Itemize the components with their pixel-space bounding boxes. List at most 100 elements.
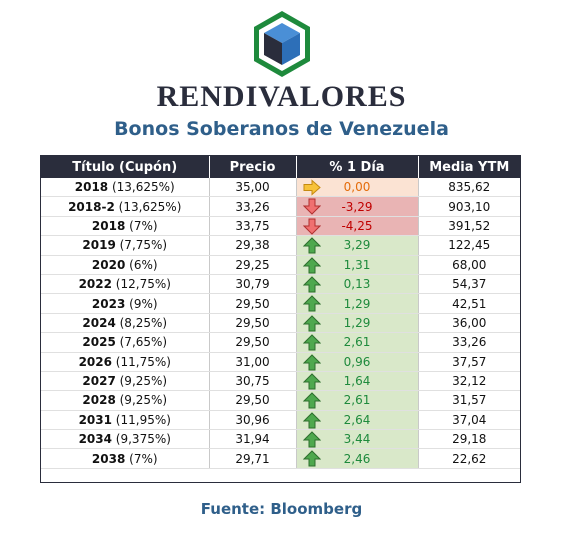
change-value: 0,00	[343, 180, 371, 195]
bond-title-cell: 2031 (11,95%)	[41, 410, 210, 431]
change-cell: 2,61	[296, 332, 419, 353]
bond-coupon: (9,25%)	[119, 393, 168, 408]
change-value: 2,61	[343, 335, 371, 350]
change-value: -4,25	[341, 218, 373, 233]
bond-year: 2019	[82, 238, 116, 253]
arrow-up-icon	[302, 295, 321, 312]
table-row: 2018-2 (13,625%) 33,26 -3,29 903,10	[41, 196, 520, 217]
ytm-cell: 903,10	[418, 196, 520, 217]
bond-title-cell: 2018 (13,625%)	[41, 178, 210, 198]
change-cell: 3,44	[296, 429, 419, 450]
bond-title-cell: 2018 (7%)	[41, 216, 210, 237]
table-row: 2026 (11,75%) 31,00 0,96 37,57	[41, 352, 520, 372]
change-cell: 2,46	[296, 448, 419, 469]
ytm-cell: 122,45	[418, 235, 520, 256]
arrow-up-icon	[302, 431, 321, 448]
ytm-cell: 33,26	[418, 332, 520, 353]
header-title: Título (Cupón)	[41, 156, 210, 178]
bond-coupon: (13,625%)	[118, 199, 182, 214]
arrow-up-icon	[302, 237, 321, 254]
bond-year: 2024	[82, 315, 116, 330]
bond-title-cell: 2018-2 (13,625%)	[41, 196, 210, 217]
change-cell: -3,29	[296, 196, 419, 217]
arrow-up-icon	[302, 256, 321, 274]
table-row: 2031 (11,95%) 30,96 2,64 37,04	[41, 410, 520, 431]
change-value: 2,46	[343, 451, 371, 466]
bond-title-cell: 2020 (6%)	[41, 255, 210, 275]
change-value: 1,29	[343, 315, 371, 330]
ytm-cell: 68,00	[418, 255, 520, 275]
brand-name: RENDIVALORES	[156, 80, 407, 113]
bond-coupon: (9,25%)	[119, 374, 168, 389]
price-cell: 33,75	[209, 216, 297, 237]
ytm-cell: 37,04	[418, 410, 520, 431]
bonds-table: Título (Cupón) Precio % 1 Día Media YTM …	[41, 156, 520, 469]
ytm-cell: 42,51	[418, 293, 520, 314]
table-row: 2027 (9,25%) 30,75 1,64 32,12	[41, 371, 520, 392]
table-row: 2023 (9%) 29,50 1,29 42,51	[41, 293, 520, 314]
bond-title-cell: 2025 (7,65%)	[41, 332, 210, 353]
price-cell: 29,50	[209, 332, 297, 353]
bond-year: 2022	[78, 277, 112, 292]
bond-year: 2018-2	[68, 199, 115, 214]
bonds-table-frame	[40, 155, 521, 483]
ytm-cell: 32,12	[418, 371, 520, 392]
ytm-cell: 37,57	[418, 352, 520, 372]
bond-year: 2034	[78, 432, 112, 447]
bond-title-cell: 2023 (9%)	[41, 293, 210, 314]
arrow-up-icon	[302, 276, 321, 293]
price-cell: 35,00	[209, 178, 297, 198]
bond-coupon: (7,65%)	[119, 335, 168, 350]
bond-title-cell: 2022 (12,75%)	[41, 274, 210, 295]
change-value: 3,29	[343, 238, 371, 253]
page-title: Bonos Soberanos de Venezuela	[114, 118, 449, 140]
table-row: 2025 (7,65%) 29,50 2,61 33,26	[41, 332, 520, 353]
bond-year: 2027	[82, 374, 116, 389]
change-value: 0,96	[343, 354, 371, 369]
bond-coupon: (7%)	[129, 451, 158, 466]
table-row: 2020 (6%) 29,25 1,31 68,00	[41, 255, 520, 275]
table-row: 2018 (13,625%) 35,00 0,00 835,62	[41, 178, 520, 198]
bond-coupon: (9%)	[129, 296, 158, 311]
bond-title-cell: 2024 (8,25%)	[41, 313, 210, 334]
change-value: 1,29	[343, 296, 371, 311]
table-row: 2019 (7,75%) 29,38 3,29 122,45	[41, 235, 520, 256]
arrow-up-icon	[302, 334, 321, 351]
arrow-up-icon	[302, 353, 321, 371]
bond-year: 2023	[91, 296, 126, 311]
arrow-up-icon	[302, 315, 321, 332]
arrow-up-icon	[302, 373, 321, 390]
bond-year: 2018	[74, 180, 109, 195]
price-cell: 29,50	[209, 293, 297, 314]
ytm-cell: 36,00	[418, 313, 520, 334]
bond-year: 2026	[78, 354, 112, 369]
ytm-cell: 54,37	[418, 274, 520, 295]
ytm-cell: 29,18	[418, 429, 520, 450]
cube-hexagon-logo	[254, 11, 310, 77]
table-header-row: Título (Cupón) Precio % 1 Día Media YTM	[41, 156, 520, 178]
bond-title-cell: 2026 (11,75%)	[41, 352, 210, 372]
change-value: 2,64	[343, 412, 371, 427]
price-cell: 31,94	[209, 429, 297, 450]
arrow-right-icon	[303, 179, 321, 196]
table-row: 2038 (7%) 29,71 2,46 22,62	[41, 448, 520, 469]
ytm-cell: 391,52	[418, 216, 520, 237]
bond-coupon: (13,625%)	[111, 180, 175, 195]
bond-coupon: (11,95%)	[115, 412, 171, 427]
price-cell: 29,71	[209, 448, 297, 469]
bond-coupon: (9,375%)	[115, 432, 171, 447]
bond-coupon: (8,25%)	[119, 315, 168, 330]
table-row: 2034 (9,375%) 31,94 3,44 29,18	[41, 429, 520, 450]
change-cell: 2,61	[296, 390, 419, 411]
bond-year: 2018	[91, 218, 126, 233]
change-cell: 0,96	[296, 352, 419, 372]
change-cell: 0,00	[296, 178, 419, 198]
price-cell: 29,50	[209, 390, 297, 411]
header-ytm: Media YTM	[418, 156, 520, 178]
change-cell: 3,29	[296, 235, 419, 256]
price-cell: 30,79	[209, 274, 297, 295]
arrow-up-icon	[302, 450, 321, 467]
bond-coupon: (12,75%)	[115, 277, 171, 292]
ytm-cell: 22,62	[418, 448, 520, 469]
price-cell: 31,00	[209, 352, 297, 372]
